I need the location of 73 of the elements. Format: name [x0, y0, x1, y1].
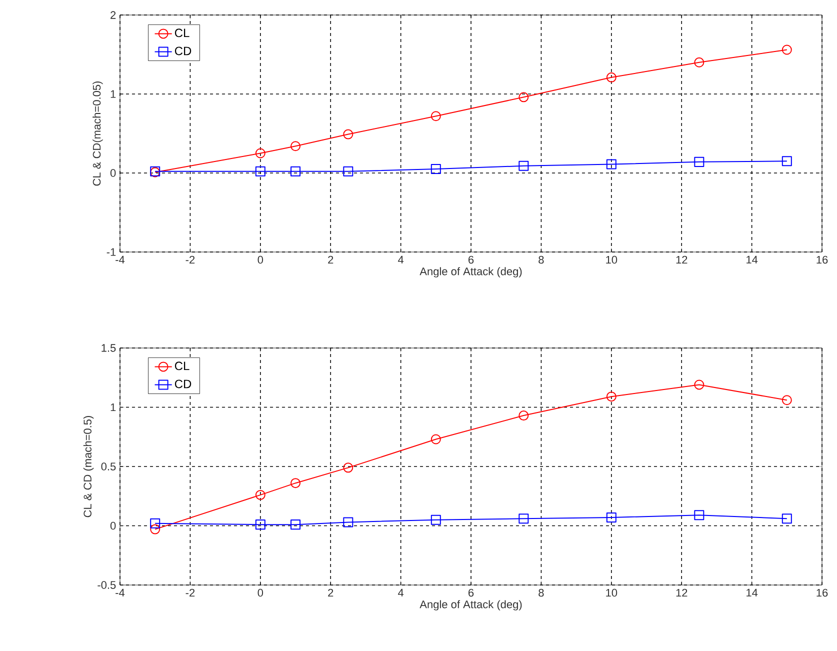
x-tick-label: 2 [328, 588, 334, 597]
point [518, 410, 529, 421]
point [255, 520, 266, 530]
point [782, 514, 792, 524]
x-tick-label: 6 [468, 256, 474, 264]
x-tick-label: 0 [258, 256, 264, 264]
point [518, 514, 529, 524]
point [782, 156, 792, 166]
point [343, 166, 354, 176]
x-tick-label: 10 [606, 256, 618, 264]
point [606, 512, 616, 522]
point [782, 44, 792, 55]
point [606, 159, 616, 170]
y-tick-label: 2 [110, 11, 116, 19]
y-tick-label: -1 [106, 248, 116, 256]
point [290, 141, 301, 152]
point [694, 57, 704, 68]
x-tick-label: 2 [328, 256, 334, 264]
x-tick-label: 16 [816, 256, 828, 264]
y-tick-label: 0.5 [101, 462, 116, 470]
y-tick-label: 1 [110, 403, 116, 412]
point [430, 111, 441, 122]
point [255, 166, 266, 176]
y-axis-title: CL & CD (mach=0.5) [83, 416, 94, 518]
x-tick-label: -2 [186, 588, 195, 597]
point [343, 462, 354, 473]
point [430, 434, 441, 444]
x-axis-title: Angle of Attack (deg) [420, 600, 522, 610]
point [694, 156, 704, 167]
x-tick-label: -4 [116, 588, 125, 596]
y-tick-label: 0 [110, 169, 116, 177]
legend-label: CL [174, 362, 190, 370]
point [694, 510, 704, 520]
legend-label: CD [174, 380, 192, 388]
y-tick-label: 0 [110, 522, 116, 530]
point [290, 166, 301, 176]
point [290, 478, 301, 488]
point [606, 392, 616, 402]
legend-label: CD [174, 46, 192, 56]
x-tick-label: 4 [398, 256, 404, 264]
x-tick-label: 6 [468, 588, 474, 597]
x-axis-title: Angle of Attack (deg) [420, 267, 522, 278]
x-tick-label: 14 [746, 588, 758, 596]
x-tick-label: 16 [816, 588, 828, 597]
y-tick-label: 1 [110, 90, 116, 98]
x-tick-label: 4 [398, 588, 404, 596]
x-tick-label: 10 [606, 588, 618, 597]
y-tick-label: 1.5 [102, 344, 116, 352]
point [518, 92, 529, 102]
y-tick-label: -0.5 [98, 581, 116, 589]
point [343, 517, 354, 528]
x-tick-label: 0 [258, 588, 264, 597]
point [782, 395, 792, 406]
point [694, 380, 704, 390]
x-tick-label: -2 [186, 256, 195, 264]
x-tick-label: 14 [746, 256, 758, 264]
point [290, 520, 301, 530]
x-tick-label: 8 [538, 256, 544, 264]
x-tick-label: 12 [676, 588, 688, 597]
y-axis-title: CL & CD(mach=0.05) [92, 81, 103, 186]
point [430, 164, 441, 174]
legend-label: CL [174, 28, 190, 38]
point [430, 514, 441, 525]
point [255, 490, 266, 500]
point [518, 160, 529, 171]
point [343, 129, 354, 140]
point [150, 524, 160, 534]
point [606, 72, 616, 82]
point [150, 518, 160, 528]
point [255, 148, 266, 158]
x-tick-label: 12 [676, 256, 688, 264]
x-tick-label: -4 [116, 256, 125, 264]
x-tick-label: 8 [538, 588, 544, 597]
